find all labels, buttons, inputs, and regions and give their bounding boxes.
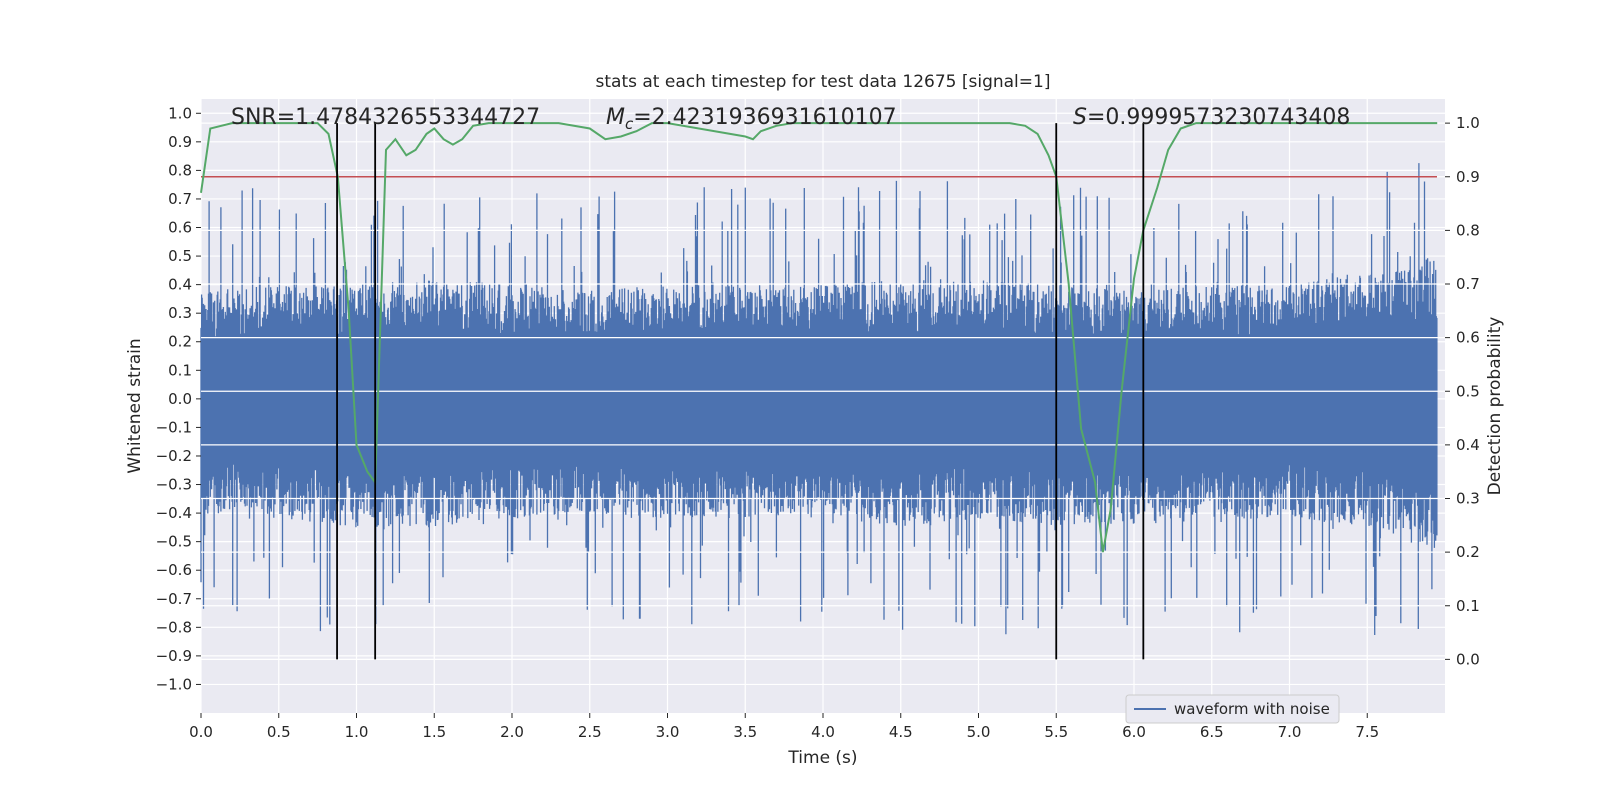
y-left-tick-label: 0.5: [168, 247, 192, 265]
y-left-tick-label: −1.0: [156, 675, 192, 693]
y-left-tick-label: 1.0: [168, 104, 192, 122]
y-left-tick-label: 0.1: [168, 361, 192, 379]
detection-statistic-annotation: S=0.9999573230743408: [1073, 105, 1350, 130]
x-tick-label: 6.0: [1122, 723, 1146, 741]
y-left-tick-label: −0.7: [156, 590, 192, 608]
y-left-tick-label: −0.8: [156, 618, 192, 636]
y-right-tick-label: 0.6: [1456, 329, 1480, 347]
chirp-mass-symbol: M: [606, 105, 625, 130]
y-right-tick-label: 0.4: [1456, 436, 1480, 454]
detection-statistic-symbol: S: [1073, 105, 1087, 130]
y-left-tick-label: 0.7: [168, 190, 192, 208]
y-left-axis-title: Whitened strain: [125, 338, 145, 473]
x-tick-label: 5.0: [967, 723, 991, 741]
x-tick-label: 3.0: [656, 723, 680, 741]
x-tick-label: 3.5: [733, 723, 757, 741]
overlay-layer: [200, 122, 1445, 660]
x-tick-label: 7.0: [1278, 723, 1302, 741]
y-right-tick-label: 0.2: [1456, 543, 1480, 561]
y-left-tick-label: −0.6: [156, 561, 192, 579]
y-left-tick-label: −0.5: [156, 533, 192, 551]
y-left-tick-label: 0.2: [168, 333, 192, 351]
x-tick-label: 0.5: [267, 723, 291, 741]
legend: waveform with noise: [1125, 694, 1340, 724]
chirp-mass-subscript: c: [625, 115, 634, 133]
y-left-tick-label: −0.4: [156, 504, 192, 522]
y-right-tick-label: 0.9: [1456, 168, 1480, 186]
y-right-axis-title: Detection probability: [1485, 317, 1505, 496]
x-tick-label: 0.0: [189, 723, 213, 741]
chart-title: stats at each timestep for test data 126…: [596, 72, 1051, 92]
y-left-tick-label: −0.9: [156, 647, 192, 665]
x-tick-label: 7.5: [1355, 723, 1379, 741]
snr-annotation: SNR=1.4784326553344727: [231, 105, 540, 130]
y-left-tick-label: 0.6: [168, 219, 192, 237]
y-right-tick-label: 0.5: [1456, 382, 1480, 400]
y-left-tick-label: −0.1: [156, 418, 192, 436]
legend-label-waveform: waveform with noise: [1174, 700, 1330, 718]
x-axis-title: Time (s): [787, 748, 857, 768]
y-right-tick-label: 0.7: [1456, 275, 1480, 293]
y-left-tick-label: −0.2: [156, 447, 192, 465]
detection-probability-line: [200, 122, 1438, 553]
y-left-tick-label: 0.4: [168, 276, 192, 294]
tick-layer: 0.0 0.5 1.0 1.5 2.0 2.5 3.0 3.5 4.0 4.5 5.0 5.5 6.0 6…: [156, 104, 1480, 741]
y-right-tick-label: 1.0: [1456, 114, 1480, 132]
detection-statistic-value: =0.9999573230743408: [1087, 105, 1350, 130]
y-right-tick-label: 0.8: [1456, 221, 1480, 239]
x-tick-label: 5.5: [1044, 723, 1068, 741]
y-left-tick-label: 0.0: [168, 390, 192, 408]
x-tick-label: 4.5: [889, 723, 913, 741]
y-left-tick-label: 0.9: [168, 133, 192, 151]
y-left-tick-label: 0.3: [168, 304, 192, 322]
x-tick-label: 4.0: [811, 723, 835, 741]
chirp-mass-value: =2.4231936931610107: [633, 105, 896, 130]
y-left-tick-label: −0.3: [156, 476, 192, 494]
x-tick-label: 6.5: [1200, 723, 1224, 741]
x-tick-label: 1.0: [345, 723, 369, 741]
chirp-mass-annotation: Mc=2.4231936931610107: [606, 105, 897, 133]
y-right-tick-label: 0.1: [1456, 597, 1480, 615]
x-tick-label: 2.0: [500, 723, 524, 741]
y-right-tick-label: 0.3: [1456, 490, 1480, 508]
y-right-tick-label: 0.0: [1456, 650, 1480, 668]
legend-box: [1125, 694, 1340, 724]
y-left-tick-label: 0.8: [168, 161, 192, 179]
x-tick-label: 1.5: [422, 723, 446, 741]
x-tick-label: 2.5: [578, 723, 602, 741]
